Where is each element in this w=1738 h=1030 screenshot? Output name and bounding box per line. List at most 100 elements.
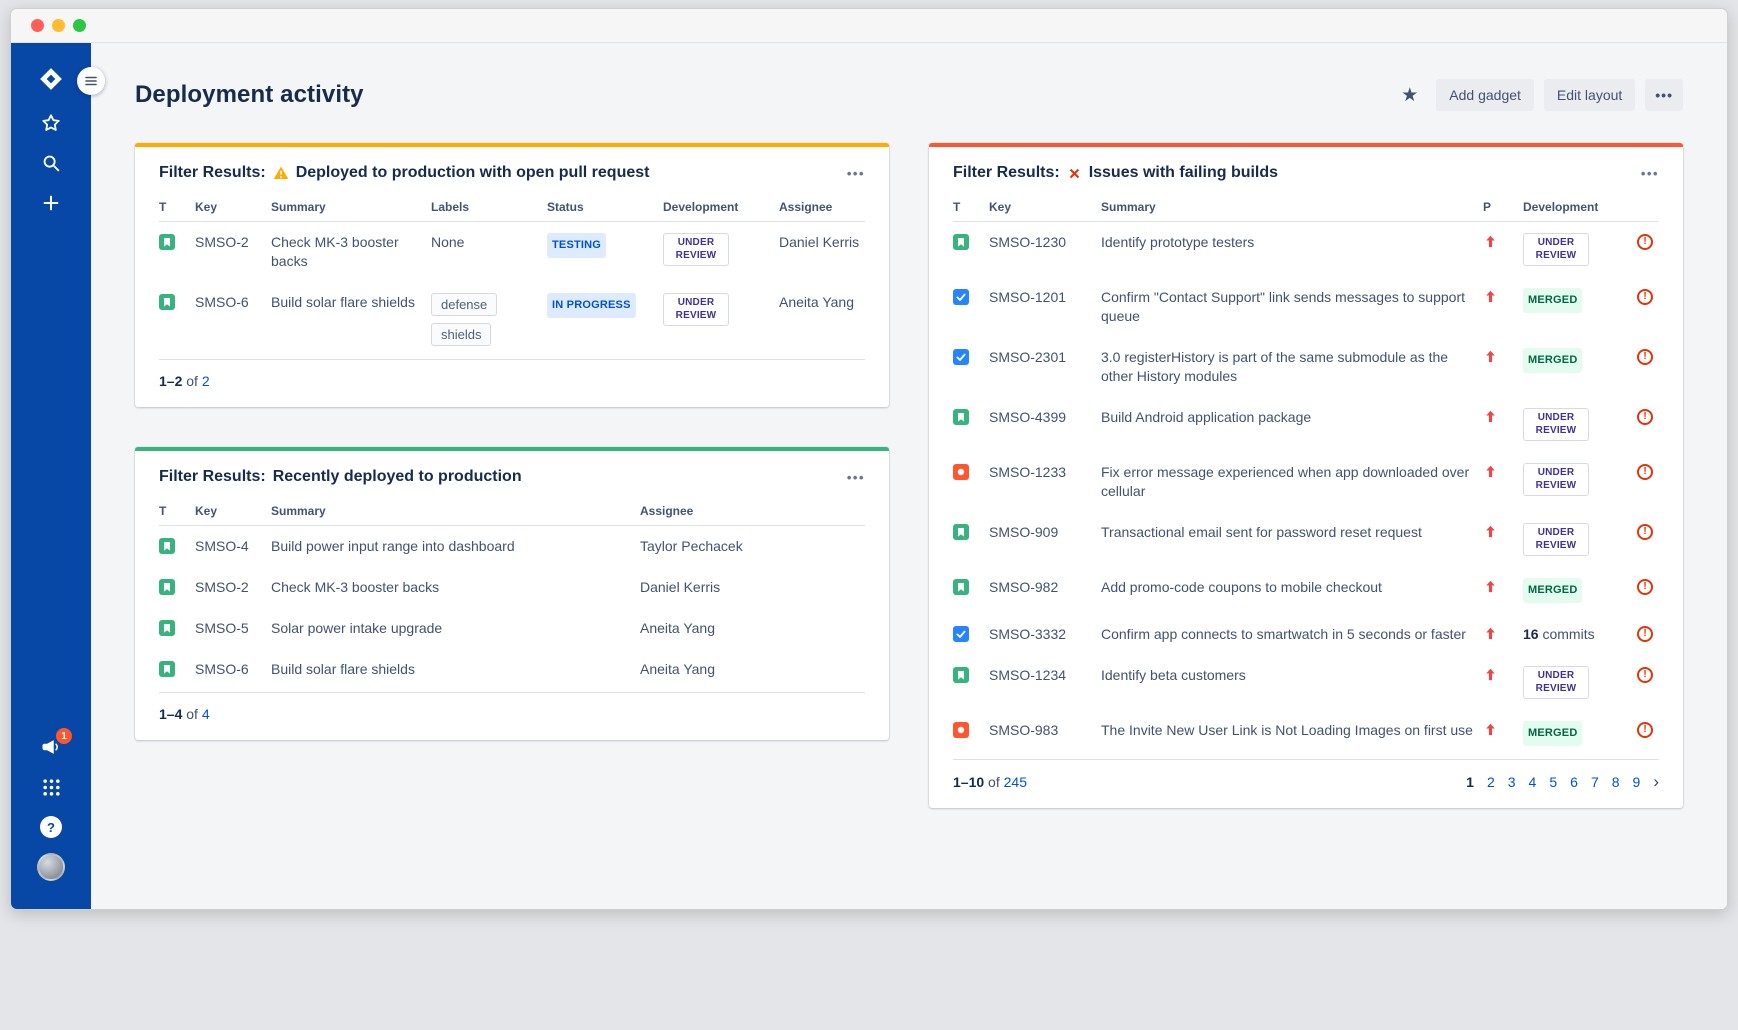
dev-merged-lozenge[interactable]: MERGED	[1523, 578, 1583, 603]
app-switcher-button[interactable]	[37, 773, 65, 801]
close-window-button[interactable]	[31, 19, 44, 32]
dev-status-lozenge[interactable]: UNDER REVIEW	[1523, 523, 1589, 556]
issue-summary-link[interactable]: Confirm "Contact Support" link sends mes…	[1101, 289, 1465, 324]
issue-key-link[interactable]: SMSO-2	[195, 579, 249, 595]
build-failed-icon[interactable]: !	[1637, 626, 1653, 642]
issue-summary-link[interactable]: Build solar flare shields	[271, 661, 415, 677]
gadget-footer: 1–4 of 4	[159, 692, 865, 734]
labels-none-text: None	[431, 234, 465, 250]
notifications-button[interactable]: 1	[37, 728, 72, 761]
add-gadget-button[interactable]: Add gadget	[1436, 79, 1534, 111]
page-number-link[interactable]: 2	[1486, 773, 1495, 790]
bug-type-icon	[953, 464, 969, 480]
starred-button[interactable]	[37, 109, 65, 137]
dev-status-lozenge[interactable]: UNDER REVIEW	[1523, 666, 1589, 699]
build-failed-icon[interactable]: !	[1637, 524, 1653, 540]
issue-summary-link[interactable]: Check MK-3 booster backs	[271, 234, 399, 269]
issue-summary-link[interactable]: Build power input range into dashboard	[271, 538, 515, 554]
jira-logo[interactable]	[37, 65, 65, 93]
story-type-icon	[159, 660, 185, 677]
bug-type-icon	[953, 722, 969, 738]
issue-summary-link[interactable]: 3.0 registerHistory is part of the same …	[1101, 349, 1449, 384]
build-failed-icon[interactable]: !	[1637, 349, 1653, 365]
profile-button[interactable]	[37, 853, 65, 881]
total-count-link[interactable]: 2	[201, 373, 210, 389]
issue-summary-link[interactable]: Fix error message experienced when app d…	[1101, 464, 1470, 499]
issue-key-link[interactable]: SMSO-4	[195, 538, 249, 554]
page-number-link[interactable]: 6	[1570, 773, 1578, 790]
gadget-menu-button[interactable]: •••	[846, 165, 865, 181]
issue-key-link[interactable]: SMSO-983	[989, 722, 1059, 738]
page-number-link[interactable]: 7	[1590, 773, 1599, 790]
gadget-deployed-with-open-pr: Filter Results: Deployed to production w…	[135, 143, 889, 407]
column-header-assignee: Assignee	[779, 200, 833, 214]
dev-status-lozenge[interactable]: UNDER REVIEW	[1523, 463, 1589, 496]
page-number-link[interactable]: 9	[1632, 773, 1641, 790]
issue-labels: defense shields	[431, 293, 537, 346]
issue-key-link[interactable]: SMSO-2301	[989, 349, 1067, 365]
edit-layout-button[interactable]: Edit layout	[1543, 79, 1636, 111]
gadget-menu-button[interactable]: •••	[846, 469, 865, 485]
issue-summary-link[interactable]: Transactional email sent for password re…	[1101, 524, 1422, 540]
dev-commits-link[interactable]: 16 commits	[1523, 626, 1595, 642]
build-failed-icon[interactable]: !	[1637, 722, 1653, 738]
dev-merged-lozenge[interactable]: MERGED	[1523, 288, 1583, 313]
issue-summary-link[interactable]: Identify beta customers	[1101, 667, 1246, 683]
total-count-link[interactable]: 4	[201, 706, 210, 722]
issue-key-link[interactable]: SMSO-982	[989, 579, 1059, 595]
page-number-link[interactable]: 3	[1507, 773, 1516, 790]
gadget-failing-builds: Filter Results: Issues with failing buil…	[929, 143, 1683, 808]
build-failed-icon[interactable]: !	[1637, 667, 1653, 683]
issue-row: SMSO-4399 Build Android application packa…	[953, 397, 1659, 452]
build-failed-icon[interactable]: !	[1637, 234, 1653, 250]
minimize-window-button[interactable]	[52, 19, 65, 32]
issue-summary-link[interactable]: Build solar flare shields	[271, 294, 415, 310]
gadget-header: Filter Results: Deployed to production w…	[159, 147, 865, 194]
issue-summary-link[interactable]: Identify prototype testers	[1101, 234, 1255, 250]
build-failed-icon[interactable]: !	[1637, 579, 1653, 595]
page-number-link[interactable]: 5	[1549, 773, 1558, 790]
total-count-link[interactable]: 245	[1003, 773, 1027, 790]
issue-row: SMSO-2301 3.0 registerHistory is part of …	[953, 337, 1659, 397]
sidebar-toggle-button[interactable]	[77, 67, 105, 95]
dev-status-lozenge[interactable]: UNDER REVIEW	[1523, 233, 1589, 266]
page-number-link[interactable]: 4	[1528, 773, 1537, 790]
dev-merged-lozenge[interactable]: MERGED	[1523, 721, 1583, 746]
pagination-next-icon[interactable]: ›	[1653, 772, 1659, 791]
issue-key-link[interactable]: SMSO-1230	[989, 234, 1067, 250]
gadget-recently-deployed: Filter Results: Recently deployed to pro…	[135, 447, 889, 740]
favorite-star-button[interactable]: ★	[1401, 84, 1419, 106]
issue-key-link[interactable]: SMSO-5	[195, 620, 249, 636]
issue-summary-link[interactable]: The Invite New User Link is Not Loading …	[1101, 722, 1473, 738]
issue-summary-link[interactable]: Add promo-code coupons to mobile checkou…	[1101, 579, 1382, 595]
build-failed-icon[interactable]: !	[1637, 464, 1653, 480]
page-number-link[interactable]: 8	[1611, 773, 1620, 790]
issue-summary-link[interactable]: Check MK-3 booster backs	[271, 579, 440, 595]
issue-key-link[interactable]: SMSO-1234	[989, 667, 1067, 683]
issue-key-link[interactable]: SMSO-3332	[989, 626, 1067, 642]
help-button[interactable]: ?	[37, 813, 65, 841]
build-failed-icon[interactable]: !	[1637, 409, 1653, 425]
dashboard-more-button[interactable]: •••	[1645, 79, 1683, 111]
issue-key-link[interactable]: SMSO-6	[195, 661, 249, 677]
gadget-menu-button[interactable]: •••	[1640, 165, 1659, 181]
dev-merged-lozenge[interactable]: MERGED	[1523, 348, 1583, 373]
issue-key-link[interactable]: SMSO-909	[989, 524, 1059, 540]
search-button[interactable]	[37, 149, 65, 177]
dev-status-lozenge[interactable]: UNDER REVIEW	[663, 293, 729, 326]
issue-key-link[interactable]: SMSO-4399	[989, 409, 1067, 425]
zoom-window-button[interactable]	[73, 19, 86, 32]
dev-status-lozenge[interactable]: UNDER REVIEW	[663, 233, 729, 266]
issue-summary-link[interactable]: Solar power intake upgrade	[271, 620, 443, 636]
issue-key-link[interactable]: SMSO-1233	[989, 464, 1067, 480]
issue-key-link[interactable]: SMSO-2	[195, 234, 249, 250]
issue-summary-link[interactable]: Build Android application package	[1101, 409, 1312, 425]
issue-summary-link[interactable]: Confirm app connects to smartwatch in 5 …	[1101, 626, 1466, 642]
build-failed-icon[interactable]: !	[1637, 289, 1653, 305]
issue-key-link[interactable]: SMSO-1201	[989, 289, 1067, 305]
issue-key-link[interactable]: SMSO-6	[195, 294, 249, 310]
page-number-current[interactable]: 1	[1466, 773, 1474, 790]
table-body: SMSO-2 Check MK-3 booster backs None TESTIN…	[159, 222, 865, 357]
create-button[interactable]	[37, 189, 65, 217]
dev-status-lozenge[interactable]: UNDER REVIEW	[1523, 408, 1589, 441]
